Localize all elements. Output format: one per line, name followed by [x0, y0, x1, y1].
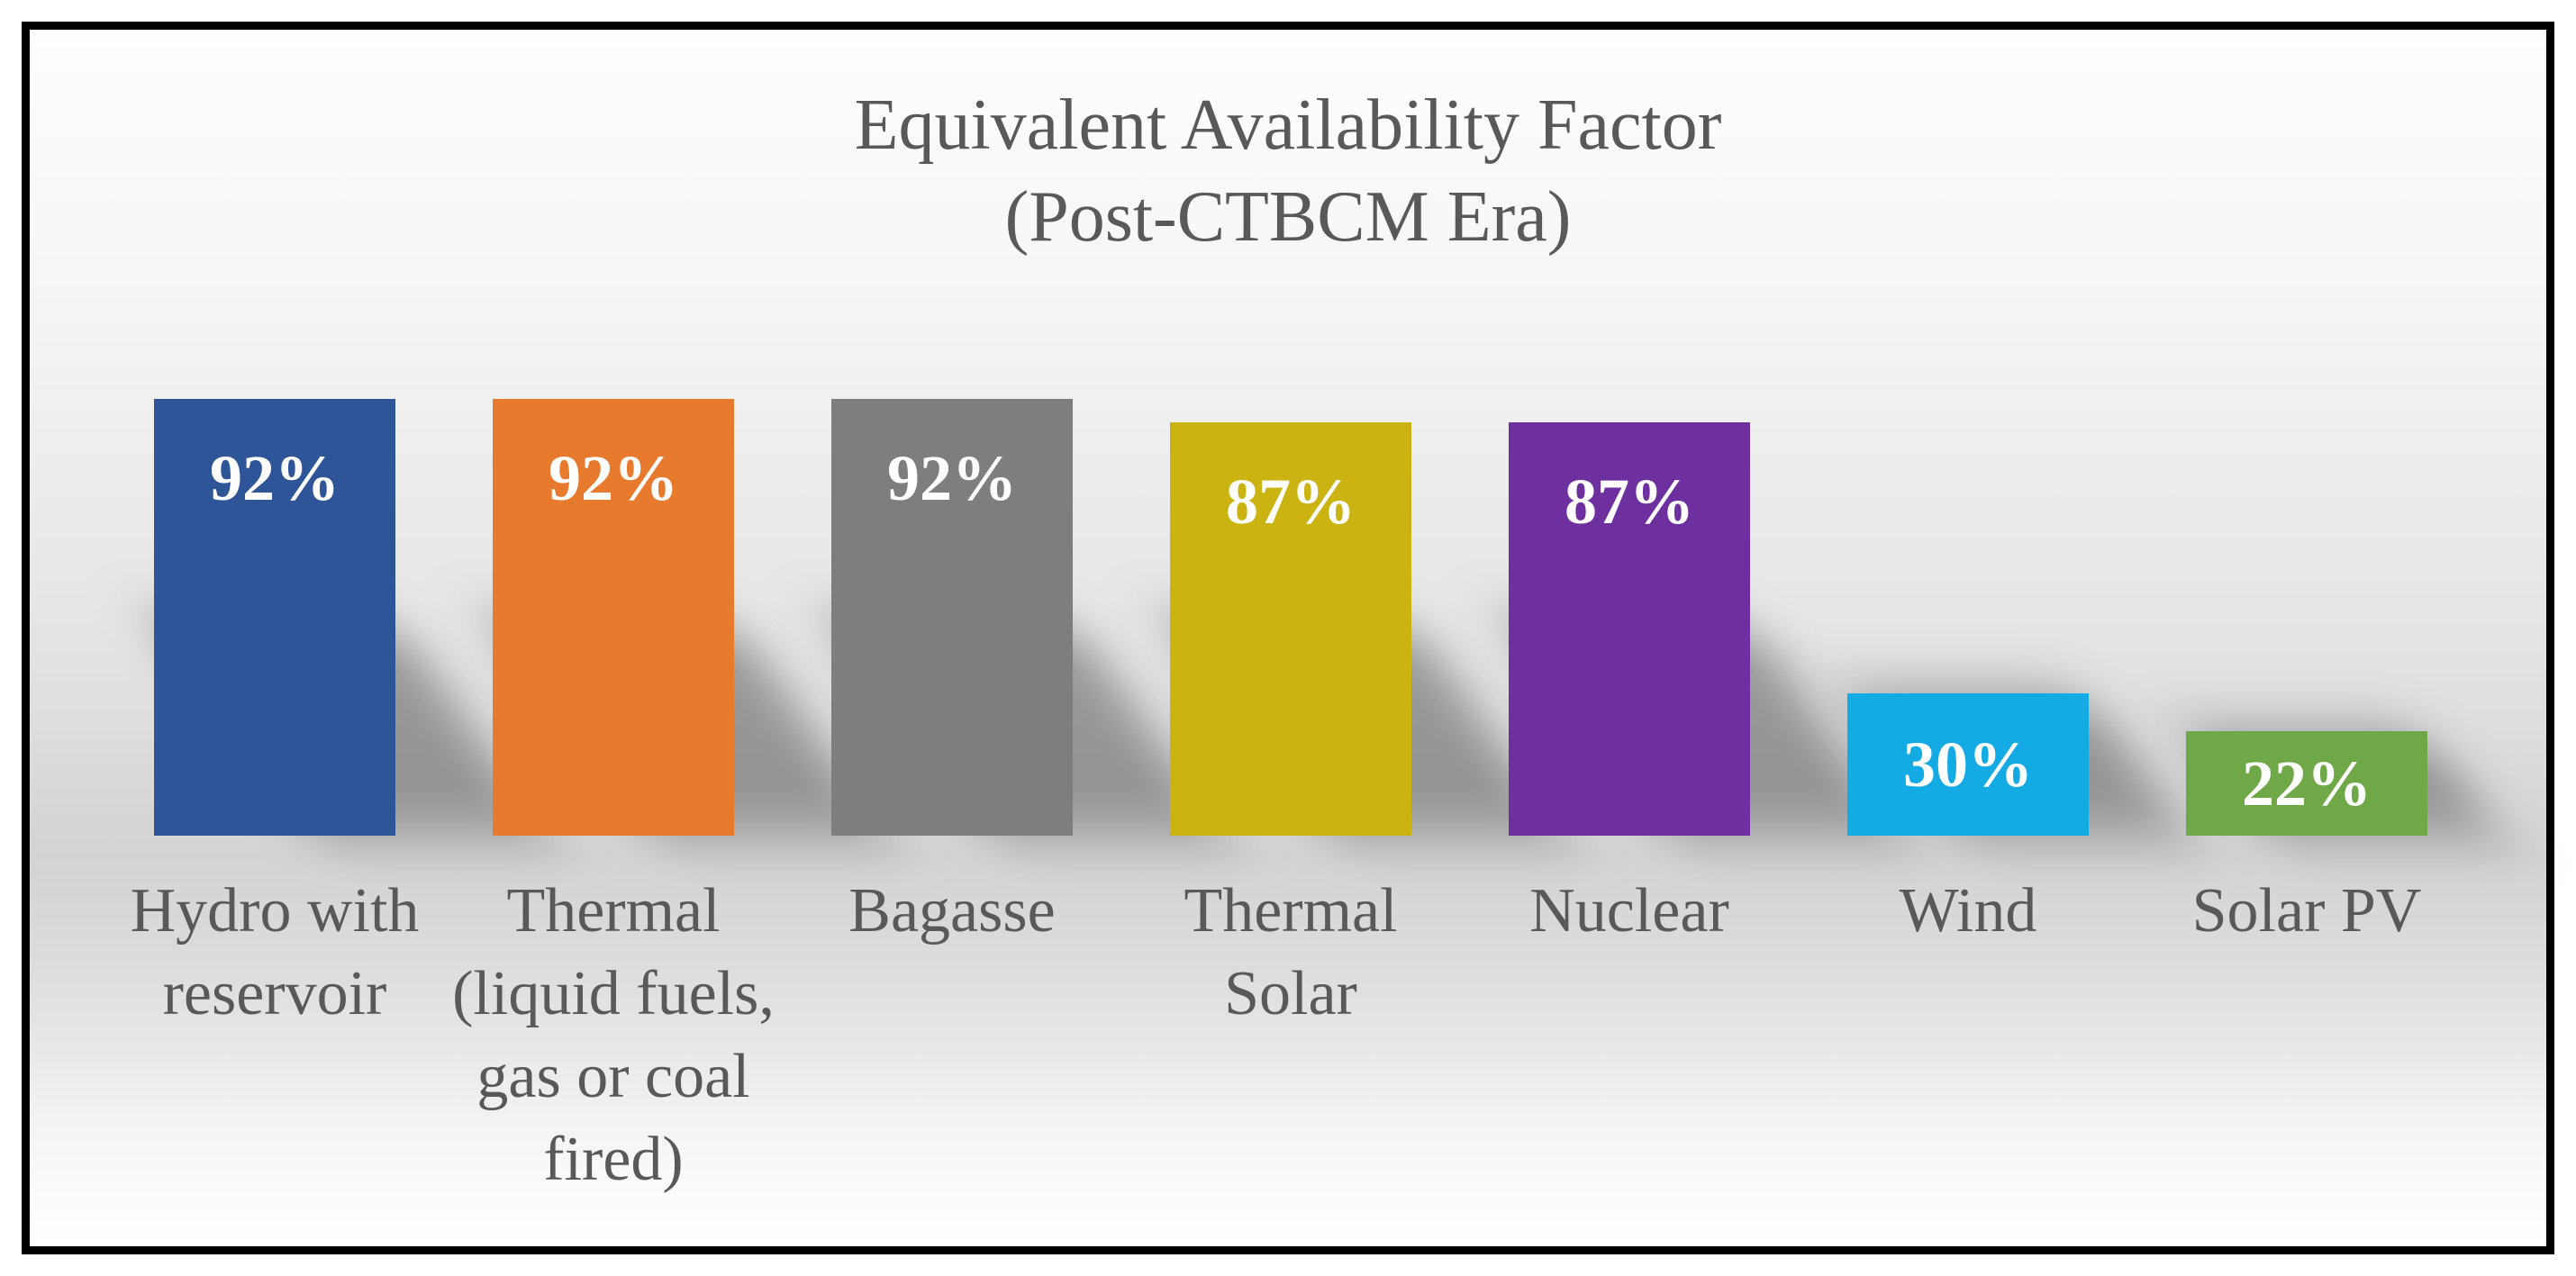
- category-label-line: Bagasse: [848, 876, 1056, 946]
- category-label-line: gas or coal: [476, 1042, 750, 1111]
- bar-3: 92%: [831, 399, 1073, 836]
- category-label: Thermal Solar: [1115, 870, 1466, 1036]
- bar-5: 87%: [1509, 422, 1750, 836]
- chart-title: Equivalent Availability Factor (Post-CTB…: [0, 79, 2576, 263]
- category-label-line: (liquid fuels,: [452, 959, 775, 1028]
- category-label-line: Wind: [1899, 876, 2037, 946]
- bar-value-label: 87%: [1565, 466, 1694, 538]
- category-label: Nuclear: [1454, 870, 1805, 953]
- category-label-line: Solar PV: [2191, 876, 2422, 946]
- bar-value-label: 92%: [549, 442, 678, 514]
- category-label-line: Thermal: [506, 876, 721, 946]
- bar-7: 22%: [2186, 731, 2427, 836]
- category-label-line: fired): [543, 1125, 684, 1194]
- category-label-line: reservoir: [162, 959, 387, 1028]
- bar-4: 87%: [1170, 422, 1411, 836]
- category-label-line: Nuclear: [1529, 876, 1729, 946]
- category-label-line: Thermal: [1184, 876, 1398, 946]
- bar-value-label: 87%: [1226, 466, 1356, 538]
- bar-1: 92%: [154, 399, 395, 836]
- category-label: Hydro with reservoir: [99, 870, 450, 1036]
- chart-title-line-2: (Post-CTBCM Era): [1004, 177, 1572, 257]
- bar-value-label: 22%: [2242, 747, 2372, 819]
- chart-title-line-1: Equivalent Availability Factor: [854, 86, 1722, 165]
- bar-value-label: 30%: [1903, 728, 2033, 801]
- category-label: Wind: [1792, 870, 2144, 953]
- bar-2: 92%: [493, 399, 734, 836]
- category-label-line: Hydro with: [130, 876, 420, 946]
- category-label: Bagasse: [776, 870, 1128, 953]
- bar-value-label: 92%: [210, 442, 340, 514]
- bar-value-label: 92%: [887, 442, 1017, 514]
- category-label-line: Solar: [1224, 959, 1357, 1028]
- category-label: Thermal (liquid fuels, gas or coal fired): [438, 870, 789, 1201]
- bar-6: 30%: [1847, 693, 2089, 836]
- category-label: Solar PV: [2131, 870, 2482, 953]
